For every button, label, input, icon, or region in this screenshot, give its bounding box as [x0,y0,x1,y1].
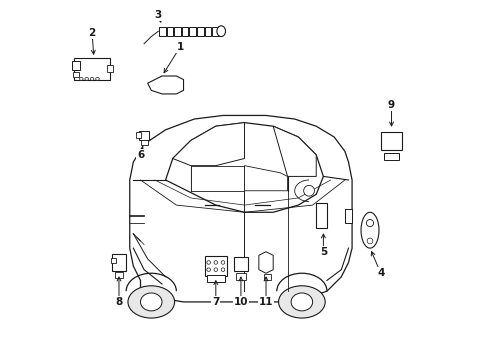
Bar [189,27,196,36]
Ellipse shape [366,220,373,226]
Bar [73,72,79,77]
Ellipse shape [140,293,162,311]
Ellipse shape [221,268,224,271]
Bar [182,27,188,36]
Text: 1: 1 [176,42,183,52]
Polygon shape [129,116,351,302]
Ellipse shape [214,261,217,264]
Text: 10: 10 [233,297,247,307]
Bar [204,27,211,36]
Bar [136,132,141,138]
Text: 5: 5 [319,247,326,257]
Text: 3: 3 [155,10,162,20]
Polygon shape [147,76,183,94]
Bar [206,275,224,282]
Text: 9: 9 [387,100,394,110]
Bar [166,27,173,36]
Text: 11: 11 [258,297,273,307]
Ellipse shape [90,77,94,80]
Ellipse shape [217,26,225,37]
Ellipse shape [85,77,88,80]
Bar [112,255,126,271]
Ellipse shape [278,286,325,318]
Bar [344,209,351,223]
Bar [107,65,112,72]
Polygon shape [258,252,273,273]
Bar [235,273,246,280]
Ellipse shape [214,268,217,271]
Bar [159,27,165,36]
Bar [139,131,149,140]
Ellipse shape [303,185,314,196]
Ellipse shape [206,261,210,264]
Bar [174,27,181,36]
Ellipse shape [366,238,372,244]
Text: 2: 2 [88,28,96,38]
Ellipse shape [221,261,224,264]
Polygon shape [190,166,244,191]
Polygon shape [244,166,287,191]
Text: 8: 8 [115,297,122,307]
Bar [316,203,326,228]
Ellipse shape [290,293,312,311]
Text: 6: 6 [137,150,144,160]
Text: 7: 7 [212,297,219,307]
Bar [264,274,271,279]
Bar [204,256,226,276]
Polygon shape [273,126,316,176]
Bar [111,258,116,264]
Text: 4: 4 [376,268,384,278]
Ellipse shape [128,286,174,318]
Bar [114,273,123,278]
Bar [197,27,203,36]
Polygon shape [165,123,323,212]
Ellipse shape [80,77,83,80]
Bar [384,153,398,160]
Bar [74,58,110,80]
Bar [140,140,147,145]
Bar [380,132,402,149]
Bar [72,61,80,70]
Ellipse shape [360,212,378,248]
Ellipse shape [206,268,210,271]
Bar [212,27,219,36]
Bar [233,257,247,271]
Polygon shape [172,123,244,166]
Ellipse shape [96,77,99,80]
